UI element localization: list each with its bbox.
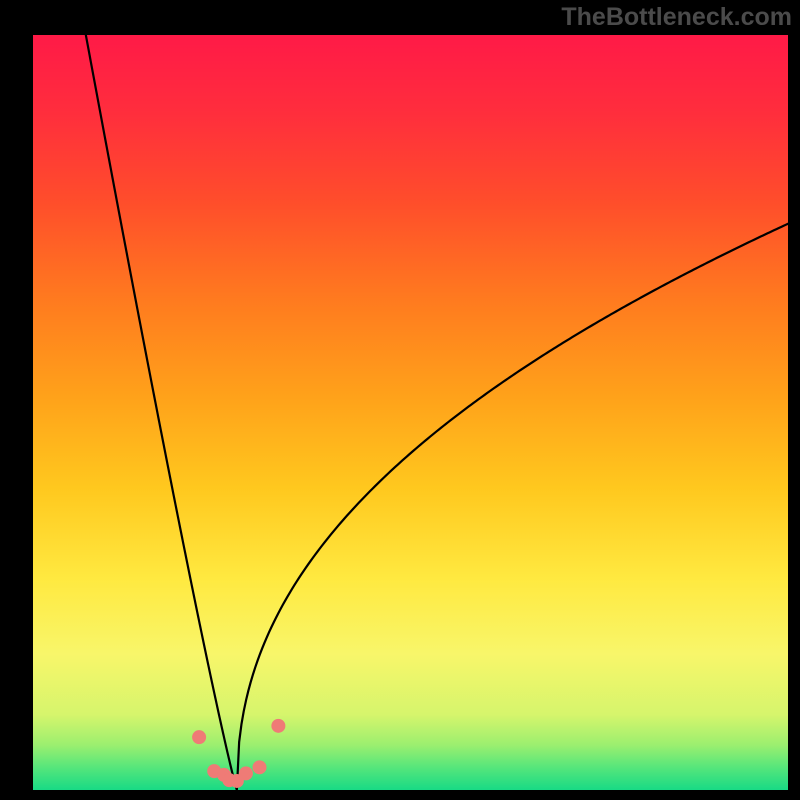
gradient-background	[33, 35, 788, 790]
stage: TheBottleneck.com	[0, 0, 800, 800]
data-marker	[239, 766, 253, 780]
watermark-text: TheBottleneck.com	[561, 3, 792, 32]
data-marker	[192, 730, 206, 744]
plot-svg	[33, 35, 788, 790]
data-marker	[253, 760, 267, 774]
plot-area	[33, 35, 788, 790]
data-marker	[271, 719, 285, 733]
